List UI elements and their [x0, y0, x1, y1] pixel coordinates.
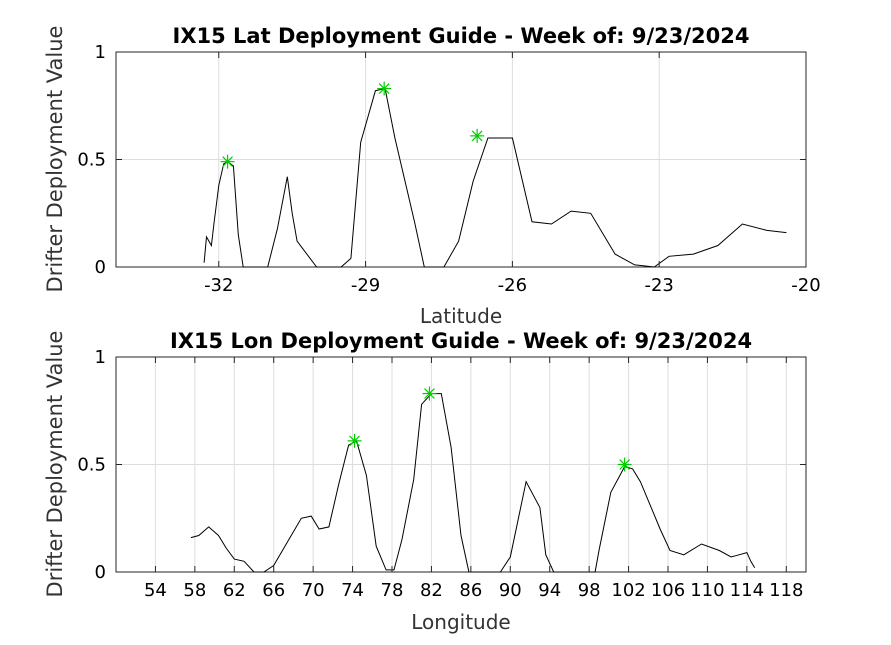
- longitude-x-tick-label-3: 66: [262, 580, 285, 601]
- longitude-x-tick-label-1: 58: [183, 580, 206, 601]
- longitude-x-tick-label-16: 118: [769, 580, 803, 601]
- longitude-y-tick-label-0: 0: [95, 562, 106, 583]
- longitude-peak-marker-0: [347, 433, 362, 448]
- latitude-y-tick-label-0: 0: [95, 257, 106, 278]
- longitude-x-tick-label-11: 98: [578, 580, 601, 601]
- longitude-x-tick-label-6: 78: [381, 580, 404, 601]
- latitude-x-tick-label-2: -26: [498, 275, 527, 296]
- longitude-y-tick-label-1: 0.5: [77, 455, 106, 476]
- longitude-line-layer: [190, 393, 756, 573]
- latitude-y-axis-label: Drifter Deployment Value: [43, 26, 67, 293]
- longitude-peak-markers: [347, 386, 632, 472]
- longitude-x-ticks: 54 58 62 66 70 74 78 82 86 90 94 98 102 106 110 114 118: [144, 357, 803, 601]
- latitude-x-tick-label-1: -29: [351, 275, 380, 296]
- latitude-x-ticks: -32 -29 -26 -23 -20: [204, 52, 821, 296]
- longitude-x-tick-label-2: 62: [223, 580, 246, 601]
- longitude-x-tick-label-10: 94: [538, 580, 561, 601]
- latitude-peak-marker-2: [470, 128, 485, 143]
- longitude-series-line-0: [190, 393, 756, 573]
- longitude-peak-marker-1: [422, 386, 437, 401]
- latitude-x-tick-label-0: -32: [204, 275, 233, 296]
- longitude-x-tick-label-7: 82: [420, 580, 443, 601]
- latitude-y-tick-label-2: 1: [95, 42, 106, 63]
- longitude-y-tick-label-2: 1: [95, 347, 106, 368]
- latitude-x-tick-label-3: -23: [644, 275, 673, 296]
- latitude-chart: -32 -29 -26 -23 -20 00.51 IX15 Lat Deploymen…: [77, 24, 820, 328]
- longitude-x-tick-label-15: 114: [730, 580, 764, 601]
- longitude-x-tick-label-0: 54: [144, 580, 167, 601]
- latitude-x-tick-label-4: -20: [791, 275, 820, 296]
- latitude-peak-marker-1: [377, 81, 392, 96]
- latitude-x-axis-label: Latitude: [420, 304, 502, 328]
- latitude-y-tick-label-1: 0.5: [77, 150, 106, 171]
- longitude-chart-title: IX15 Lon Deployment Guide - Week of: 9/2…: [170, 329, 752, 353]
- latitude-chart-title: IX15 Lat Deployment Guide - Week of: 9/2…: [173, 24, 750, 48]
- longitude-x-tick-label-4: 70: [302, 580, 325, 601]
- longitude-x-tick-label-5: 74: [341, 580, 364, 601]
- longitude-x-tick-label-12: 102: [611, 580, 645, 601]
- longitude-chart: 54 58 62 66 70 74 78 82 86 90 94 98 102 106 110 114 118 …: [77, 329, 807, 634]
- longitude-x-tick-label-9: 90: [499, 580, 522, 601]
- longitude-x-tick-label-14: 110: [690, 580, 724, 601]
- longitude-x-axis-label: Longitude: [411, 610, 510, 634]
- longitude-y-axis-label: Drifter Deployment Value: [43, 331, 67, 598]
- longitude-y-ticks: 00.51: [77, 347, 806, 583]
- latitude-y-ticks: 00.51: [77, 42, 806, 278]
- latitude-peak-marker-0: [220, 154, 235, 169]
- longitude-x-tick-label-13: 106: [651, 580, 685, 601]
- longitude-x-tick-label-8: 86: [459, 580, 482, 601]
- latitude-peak-markers: [220, 81, 485, 169]
- longitude-peak-marker-2: [617, 457, 632, 472]
